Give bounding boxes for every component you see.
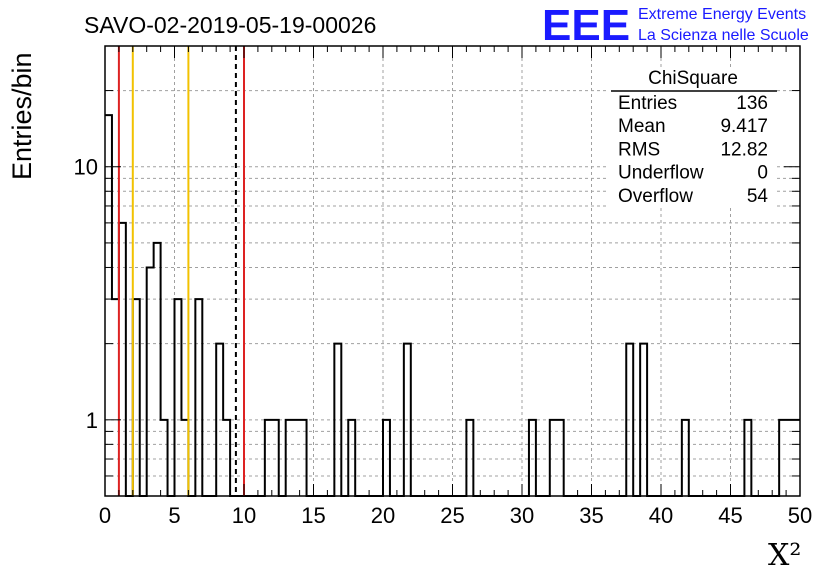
x-tick-label: 5 — [168, 503, 180, 528]
histogram-bin — [112, 299, 119, 496]
logo-line2: La Scienza nelle Scuole — [638, 27, 809, 44]
stats-rows: Entries 136 Mean 9.417 RMS 12.82 Underflow 0 Ove… — [618, 93, 768, 207]
stats-row-label: Entries — [618, 93, 677, 114]
eee-logo: EEE Extreme Energy Events La Scienza nel… — [542, 1, 809, 50]
x-axis-label: X² — [768, 538, 801, 572]
chart-title: SAVO-02-2019-05-19-00026 — [84, 12, 376, 38]
histogram-bin — [105, 115, 112, 496]
histogram-bin — [175, 299, 182, 496]
x-tick-label: 30 — [510, 503, 534, 528]
stats-row-label: Mean — [618, 116, 666, 137]
y-axis-label: Entries/bin — [7, 52, 37, 180]
x-tick-label: 20 — [371, 503, 395, 528]
logo-line1: Extreme Energy Events — [638, 6, 806, 23]
stats-row-value: 9.417 — [720, 116, 768, 137]
logo-letters: EEE — [542, 1, 630, 50]
stats-row-label: Underflow — [618, 163, 704, 184]
x-tick-label: 0 — [99, 503, 111, 528]
x-tick-label: 25 — [440, 503, 464, 528]
y-tick-label: 1 — [86, 408, 98, 433]
x-tick-label: 35 — [579, 503, 603, 528]
x-tick-label: 15 — [301, 503, 325, 528]
stats-row-label: Overflow — [618, 186, 693, 207]
x-tick-label: 10 — [232, 503, 256, 528]
histogram-bin — [119, 223, 126, 496]
stats-box: ChiSquare Entries 136 Mean 9.417 RMS 12.82 Und… — [609, 68, 777, 208]
x-tick-label: 45 — [718, 503, 742, 528]
histogram-bin — [133, 299, 140, 496]
histogram-bin — [195, 299, 202, 496]
tick-labels: 0 5 10 15 20 25 30 35 40 45 50 1 10 — [74, 155, 813, 528]
stats-row-value: 136 — [736, 93, 768, 114]
stats-row-label: RMS — [618, 139, 660, 160]
stats-row-value: 54 — [747, 186, 769, 207]
ticks — [104, 45, 801, 497]
stats-title: ChiSquare — [648, 68, 738, 89]
histogram-bin — [154, 243, 161, 496]
stats-row-value: 0 — [757, 163, 768, 184]
x-tick-label: 40 — [649, 503, 673, 528]
vertical-lines — [117, 46, 245, 496]
x-tick-label: 50 — [788, 503, 812, 528]
histogram-bin — [147, 267, 154, 496]
y-tick-label: 10 — [74, 155, 98, 180]
stats-row-value: 12.82 — [720, 139, 768, 160]
